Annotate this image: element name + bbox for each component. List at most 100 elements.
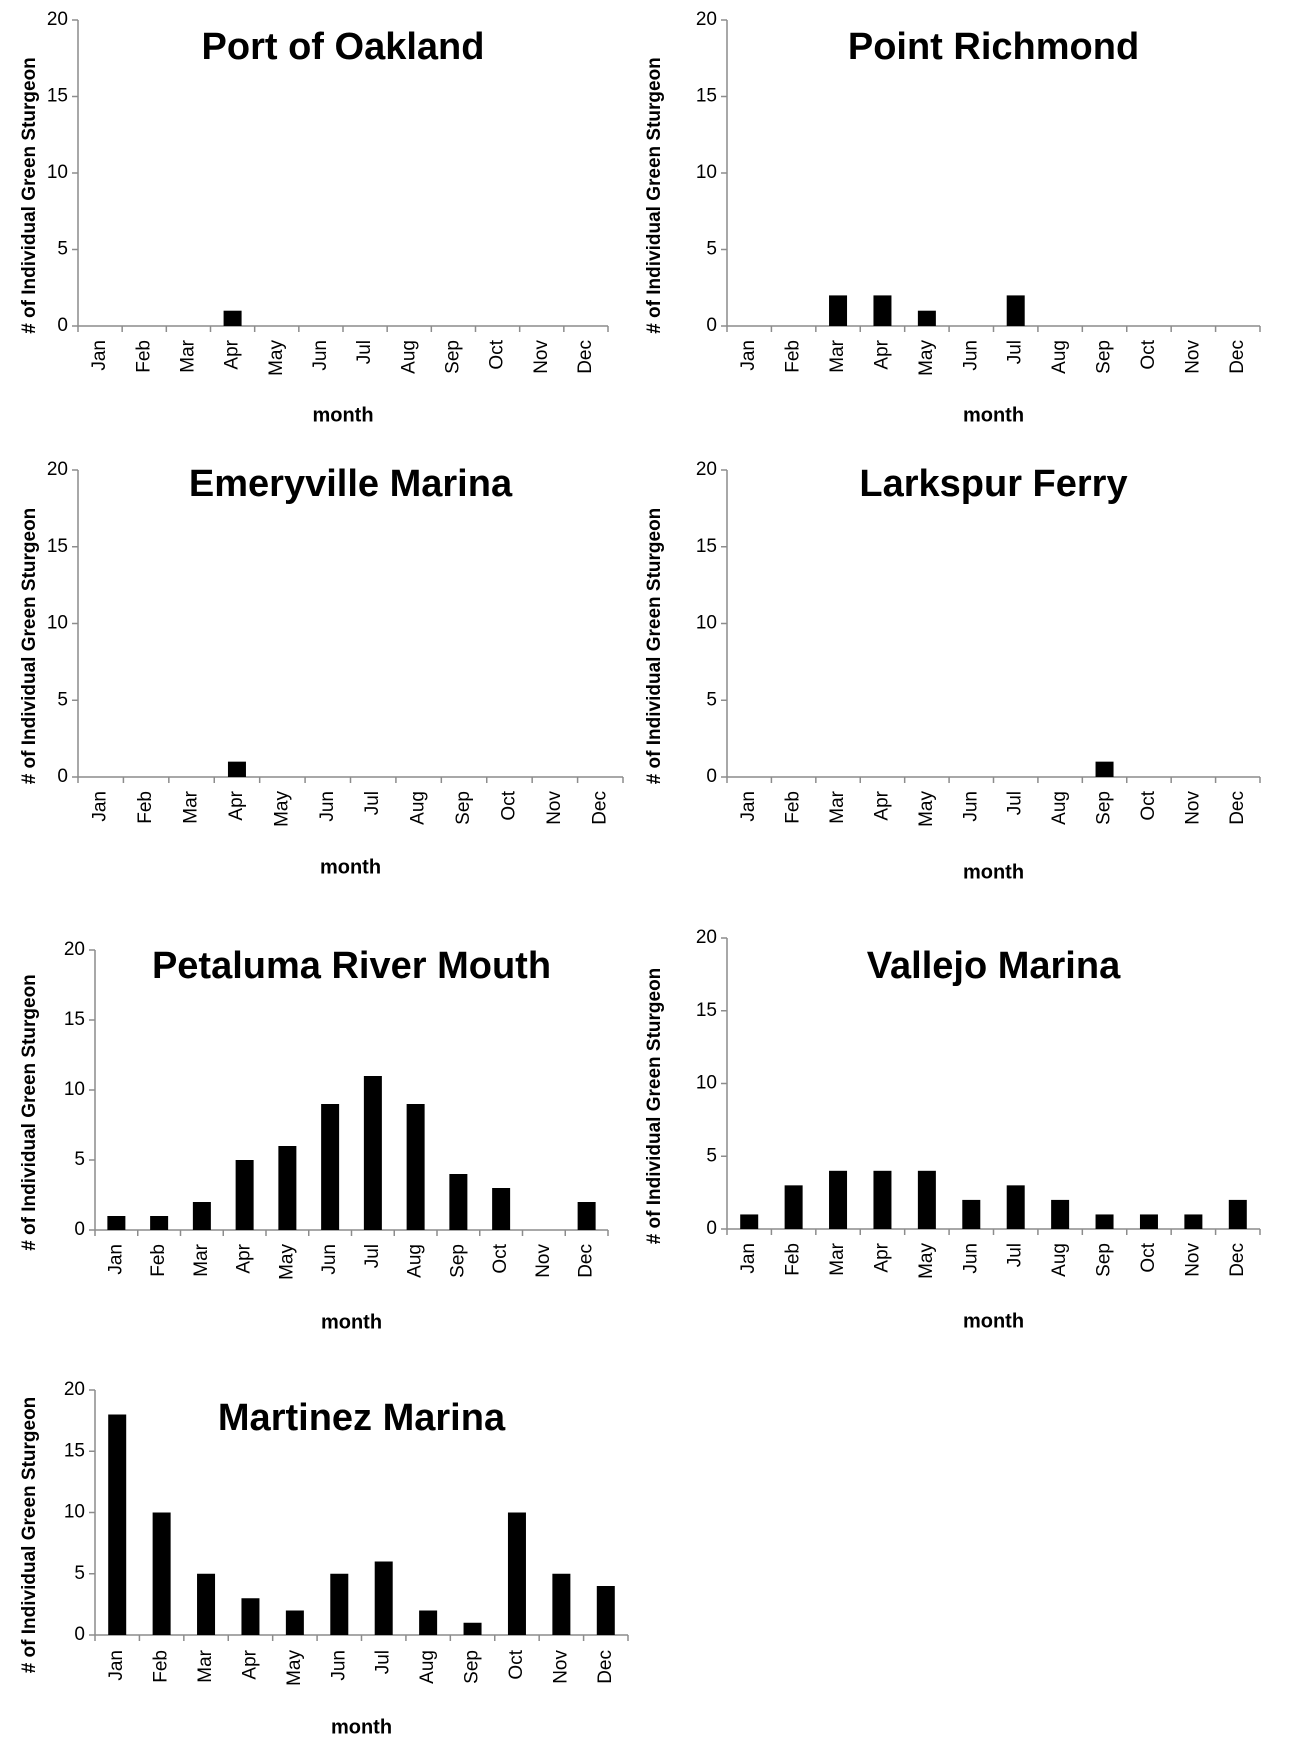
bar-mar <box>829 295 848 326</box>
chart-panel-5: Petaluma River Mouth 0 5 10 15 20 Jan Feb Mar Apr… <box>19 939 609 1333</box>
bar-dec <box>596 1586 615 1635</box>
chart-title: Port of Oakland <box>202 26 485 68</box>
x-tick-label: Jan <box>90 791 111 822</box>
x-tick-label: Feb <box>783 340 804 373</box>
bar-sep <box>1095 1214 1114 1229</box>
bar-nov <box>1184 1214 1203 1229</box>
x-tick-label: Apr <box>871 339 892 369</box>
x-tick-label: Nov <box>1182 1243 1203 1277</box>
y-tick-label: 20 <box>47 9 68 30</box>
x-tick-label: Dec <box>1227 1243 1248 1277</box>
x-tick-label: Sep <box>442 340 463 374</box>
y-tick-label: 5 <box>706 1145 717 1166</box>
x-tick-label: Jul <box>1005 340 1026 364</box>
chart-title: Petaluma River Mouth <box>152 945 551 987</box>
bar-jun <box>330 1573 349 1635</box>
y-axis-label: # of Individual Green Sturgeon <box>644 57 665 334</box>
bar-oct <box>1139 1214 1158 1229</box>
y-tick-label: 15 <box>696 86 717 107</box>
x-tick-label: Jul <box>362 791 383 815</box>
bar-oct <box>507 1512 526 1635</box>
x-tick-label: Oct <box>1138 790 1159 820</box>
chart-panel-3: Emeryville Marina 0 5 10 15 20 Jan Feb Mar Apr May… <box>19 459 624 878</box>
bar-oct <box>492 1188 511 1230</box>
x-tick-label: Apr <box>871 790 892 820</box>
x-tick-label: Jan <box>105 1244 126 1275</box>
bar-feb <box>150 1216 169 1230</box>
x-tick-label: Nov <box>533 1244 554 1278</box>
y-tick-label: 10 <box>64 1079 85 1100</box>
x-axis-label: month <box>320 856 381 878</box>
bar-apr <box>241 1598 260 1635</box>
x-tick-label: Mar <box>827 1242 848 1275</box>
y-tick-label: 10 <box>47 162 68 183</box>
y-tick-label: 10 <box>696 1073 717 1094</box>
x-tick-label: Jul <box>362 1244 383 1268</box>
x-axis-label: month <box>963 1310 1024 1332</box>
x-tick-label: Sep <box>447 1244 468 1278</box>
x-tick-label: Nov <box>1182 791 1203 825</box>
x-tick-label: Nov <box>544 791 565 825</box>
x-tick-label: Jul <box>1005 791 1026 815</box>
x-tick-label: Dec <box>595 1650 616 1684</box>
x-tick-label: Jan <box>738 791 759 822</box>
bar-aug <box>1051 1199 1070 1229</box>
x-tick-label: Apr <box>222 339 243 369</box>
y-tick-label: 5 <box>706 689 717 710</box>
bar-mar <box>197 1573 216 1635</box>
bar-aug <box>419 1610 438 1635</box>
bar-apr <box>235 1160 254 1230</box>
y-tick-label: 20 <box>696 9 717 30</box>
y-tick-label: 0 <box>706 315 717 336</box>
bar-sep <box>449 1174 468 1230</box>
x-tick-label: Dec <box>1227 791 1248 825</box>
x-axis-label: month <box>963 404 1024 426</box>
x-tick-label: Sep <box>1094 1243 1115 1277</box>
x-tick-label: Dec <box>1227 340 1248 374</box>
chart-panel-2: Point Richmond 0 5 10 15 20 Jan Feb Mar Apr May Jun… <box>644 9 1261 426</box>
y-tick-label: 15 <box>47 86 68 107</box>
x-tick-label: Jul <box>373 1650 394 1674</box>
y-tick-label: 0 <box>74 1219 85 1240</box>
x-axis-label: month <box>331 1716 392 1738</box>
x-axis-label: month <box>963 861 1024 883</box>
bar-apr <box>873 1170 892 1229</box>
x-tick-label: Aug <box>398 340 419 374</box>
y-tick-label: 20 <box>64 939 85 960</box>
x-tick-label: Sep <box>462 1650 483 1684</box>
x-tick-label: Aug <box>1049 340 1070 374</box>
y-tick-label: 5 <box>706 239 717 260</box>
x-tick-label: May <box>916 340 937 376</box>
y-tick-label: 15 <box>696 1000 717 1021</box>
y-tick-label: 5 <box>57 689 68 710</box>
x-tick-label: Sep <box>1094 340 1115 374</box>
y-tick-label: 10 <box>47 613 68 634</box>
x-tick-label: Mar <box>177 339 198 372</box>
bar-mar <box>192 1202 211 1230</box>
y-tick-label: 5 <box>57 239 68 260</box>
y-tick-label: 20 <box>47 459 68 480</box>
x-tick-label: Apr <box>234 1243 255 1273</box>
bar-dec <box>1228 1199 1247 1229</box>
chart-panel-6: Vallejo Marina 0 5 10 15 20 Jan Feb Mar Apr May Jun… <box>644 927 1261 1332</box>
x-tick-label: Oct <box>506 1649 527 1679</box>
bar-feb <box>784 1185 803 1229</box>
x-tick-label: Apr <box>239 1649 260 1679</box>
y-tick-label: 10 <box>64 1502 85 1523</box>
x-tick-label: Jun <box>317 791 338 822</box>
y-axis-label: # of Individual Green Sturgeon <box>19 508 40 785</box>
chart-title: Martinez Marina <box>218 1397 506 1439</box>
bar-jun <box>962 1199 981 1229</box>
chart-panel-1: Port of Oakland 0 5 10 15 20 Jan Feb Mar Apr May Ju… <box>19 9 609 426</box>
x-tick-label: Dec <box>575 340 596 374</box>
y-tick-label: 10 <box>696 162 717 183</box>
y-axis-label: # of Individual Green Sturgeon <box>19 974 40 1251</box>
y-tick-label: 15 <box>696 536 717 557</box>
y-axis-label: # of Individual Green Sturgeon <box>19 1397 40 1674</box>
bar-jul <box>363 1076 382 1230</box>
x-tick-label: Feb <box>151 1650 172 1683</box>
x-tick-label: Feb <box>148 1244 169 1277</box>
x-tick-label: Feb <box>783 1243 804 1276</box>
x-tick-label: Feb <box>133 340 154 373</box>
x-tick-label: May <box>271 791 292 827</box>
